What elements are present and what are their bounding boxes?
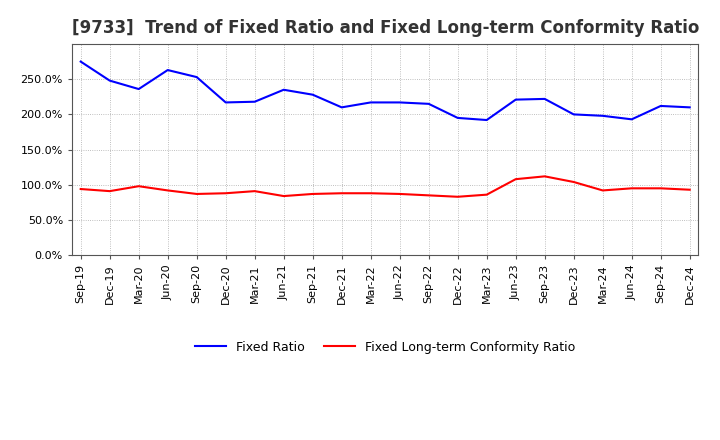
- Fixed Long-term Conformity Ratio: [76, 187, 85, 192]
- Fixed Ratio: [221, 100, 230, 105]
- Fixed Ratio: [76, 59, 85, 64]
- Fixed Long-term Conformity Ratio: [657, 186, 665, 191]
- Title: [9733]  Trend of Fixed Ratio and Fixed Long-term Conformity Ratio: [9733] Trend of Fixed Ratio and Fixed Lo…: [71, 19, 699, 37]
- Fixed Long-term Conformity Ratio: [424, 193, 433, 198]
- Fixed Long-term Conformity Ratio: [482, 192, 491, 197]
- Fixed Ratio: [627, 117, 636, 122]
- Fixed Long-term Conformity Ratio: [598, 188, 607, 193]
- Fixed Ratio: [424, 101, 433, 106]
- Fixed Ratio: [598, 113, 607, 118]
- Fixed Ratio: [279, 87, 288, 92]
- Fixed Ratio: [454, 115, 462, 121]
- Fixed Long-term Conformity Ratio: [627, 186, 636, 191]
- Fixed Long-term Conformity Ratio: [251, 188, 259, 194]
- Fixed Long-term Conformity Ratio: [308, 191, 317, 197]
- Fixed Long-term Conformity Ratio: [511, 176, 520, 182]
- Fixed Long-term Conformity Ratio: [192, 191, 201, 197]
- Fixed Ratio: [395, 100, 404, 105]
- Fixed Long-term Conformity Ratio: [685, 187, 694, 192]
- Line: Fixed Ratio: Fixed Ratio: [81, 62, 690, 120]
- Fixed Ratio: [482, 117, 491, 123]
- Fixed Long-term Conformity Ratio: [135, 183, 143, 189]
- Fixed Long-term Conformity Ratio: [366, 191, 375, 196]
- Fixed Ratio: [338, 105, 346, 110]
- Fixed Long-term Conformity Ratio: [454, 194, 462, 199]
- Fixed Ratio: [541, 96, 549, 102]
- Fixed Ratio: [192, 74, 201, 80]
- Fixed Ratio: [135, 86, 143, 92]
- Fixed Long-term Conformity Ratio: [541, 174, 549, 179]
- Fixed Long-term Conformity Ratio: [279, 194, 288, 199]
- Legend: Fixed Ratio, Fixed Long-term Conformity Ratio: Fixed Ratio, Fixed Long-term Conformity …: [190, 336, 580, 359]
- Fixed Long-term Conformity Ratio: [221, 191, 230, 196]
- Fixed Long-term Conformity Ratio: [570, 180, 578, 185]
- Fixed Long-term Conformity Ratio: [105, 188, 114, 194]
- Fixed Ratio: [511, 97, 520, 102]
- Fixed Long-term Conformity Ratio: [338, 191, 346, 196]
- Line: Fixed Long-term Conformity Ratio: Fixed Long-term Conformity Ratio: [81, 176, 690, 197]
- Fixed Long-term Conformity Ratio: [395, 191, 404, 197]
- Fixed Ratio: [366, 100, 375, 105]
- Fixed Ratio: [308, 92, 317, 97]
- Fixed Ratio: [251, 99, 259, 104]
- Fixed Ratio: [105, 78, 114, 83]
- Fixed Ratio: [570, 112, 578, 117]
- Fixed Ratio: [685, 105, 694, 110]
- Fixed Ratio: [163, 67, 172, 73]
- Fixed Ratio: [657, 103, 665, 109]
- Fixed Long-term Conformity Ratio: [163, 188, 172, 193]
